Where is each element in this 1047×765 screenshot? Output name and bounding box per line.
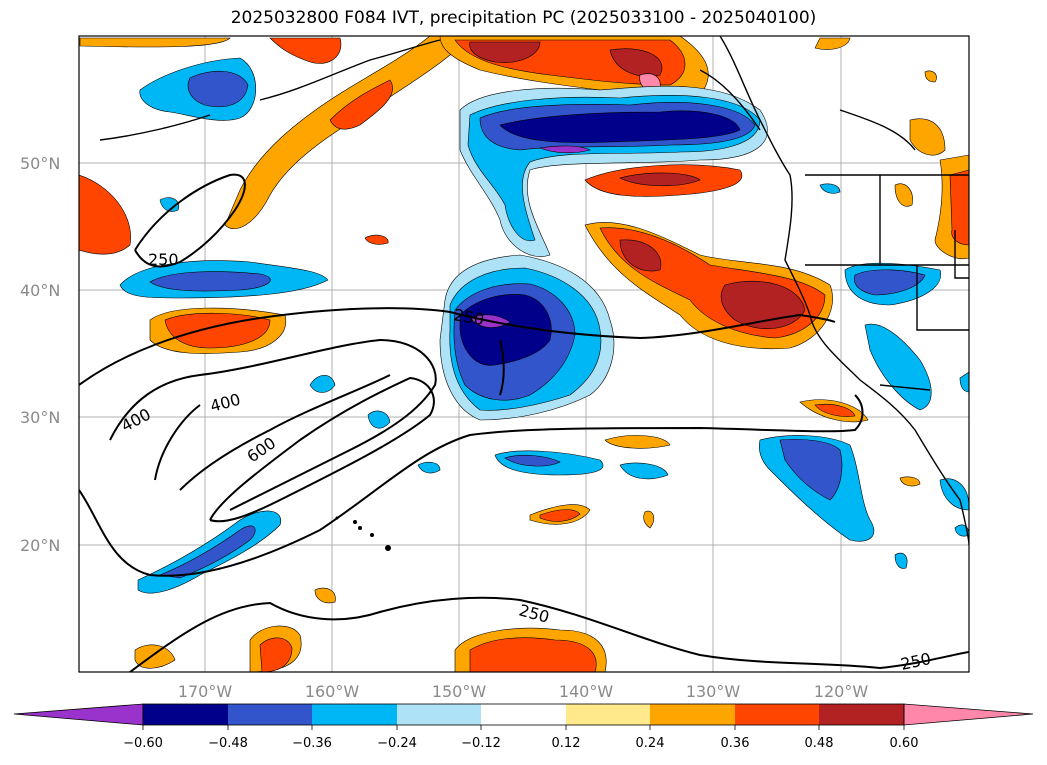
colorbar-tick: −0.24 <box>377 736 417 751</box>
colorbar-segment <box>312 704 397 725</box>
colorbar-tick: −0.12 <box>461 736 501 751</box>
lat-label-40n: 40°N <box>20 281 60 300</box>
lon-label-150w: 150°W <box>432 682 487 701</box>
contour-label-250-nw: 250 <box>148 250 179 269</box>
positive-precip-anomalies <box>79 36 969 672</box>
lon-label-140w: 140°W <box>559 682 614 701</box>
contour-label-250-se: 250 <box>899 649 933 674</box>
lon-label-160w: 160°W <box>305 682 360 701</box>
map-frame <box>78 35 970 673</box>
colorbar-segment <box>143 704 228 725</box>
lat-label-30n: 30°N <box>20 408 60 427</box>
map-title: 2025032800 F084 IVT, precipitation PC (2… <box>230 8 817 28</box>
colorbar-segment <box>397 704 481 725</box>
colorbar-segment <box>735 704 819 725</box>
negative-precip-anomalies <box>119 57 969 594</box>
hawaii-islands <box>335 516 391 551</box>
lon-label-130w: 130°W <box>686 682 741 701</box>
colorbar-tick: −0.48 <box>208 736 248 751</box>
lon-label-120w: 120°W <box>814 682 869 701</box>
colorbar-segment <box>819 704 904 725</box>
latitude-labels: 50°N 40°N 30°N 20°N <box>20 154 60 555</box>
map-area: 250 400 400 600 250 250 250 <box>79 36 969 674</box>
ivt-contours <box>79 173 969 672</box>
colorbar-tick: 0.48 <box>805 736 834 751</box>
lat-label-50n: 50°N <box>20 154 60 173</box>
colorbar-tick: 0.60 <box>890 736 919 751</box>
colorbar-segment <box>566 704 650 725</box>
colorbar-tick: −0.60 <box>123 736 163 751</box>
lon-label-170w: 170°W <box>178 682 233 701</box>
colorbar-segment <box>228 704 312 725</box>
colorbar-tick: 0.24 <box>636 736 665 751</box>
coastlines <box>99 36 969 546</box>
colorbar: −0.60 −0.48 −0.36 −0.24 −0.12 0.12 0.24 … <box>13 703 1034 751</box>
colorbar-lower-extension <box>13 703 144 726</box>
colorbar-tick: 0.36 <box>721 736 750 751</box>
colorbar-tick: 0.12 <box>552 736 581 751</box>
lat-label-20n: 20°N <box>20 536 60 555</box>
colorbar-segment <box>481 704 566 725</box>
longitude-labels: 170°W 160°W 150°W 140°W 130°W 120°W <box>178 682 869 701</box>
colorbar-upper-extension <box>903 703 1034 726</box>
colorbar-tick: −0.36 <box>292 736 332 751</box>
colorbar-segment <box>650 704 735 725</box>
